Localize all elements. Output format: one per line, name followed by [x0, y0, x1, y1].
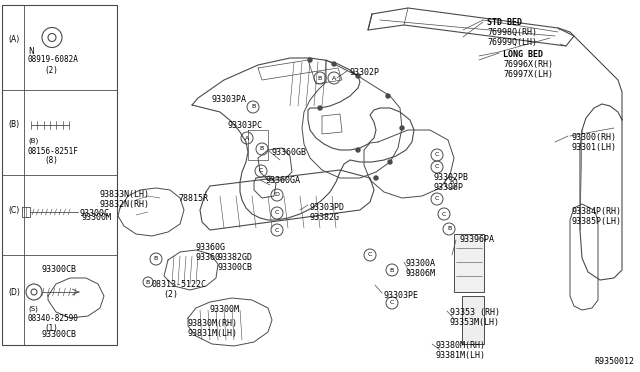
Text: 93360G: 93360G	[196, 243, 226, 252]
Text: 93300M: 93300M	[82, 213, 112, 222]
Circle shape	[318, 106, 322, 110]
Text: 93303PA: 93303PA	[211, 95, 246, 104]
Text: 93382G: 93382G	[310, 213, 340, 222]
Text: 93832N(RH): 93832N(RH)	[100, 200, 150, 209]
Text: (1): (1)	[44, 324, 58, 333]
Text: 93360GB: 93360GB	[272, 148, 307, 157]
Text: 08340-82590: 08340-82590	[28, 314, 79, 323]
Text: C: C	[390, 301, 394, 305]
Bar	[454, 234, 484, 292]
Text: B: B	[390, 267, 394, 273]
Text: 93382GD: 93382GD	[218, 253, 253, 262]
Text: B: B	[154, 257, 158, 262]
Text: D: D	[275, 192, 280, 198]
Text: 93300C: 93300C	[80, 209, 110, 218]
Text: (C): (C)	[8, 206, 19, 215]
Text: C: C	[435, 153, 439, 157]
Text: (D): (D)	[8, 288, 20, 296]
Circle shape	[356, 148, 360, 152]
Text: 08919-6082A: 08919-6082A	[28, 55, 79, 64]
Text: (8): (8)	[44, 157, 58, 166]
Text: 93303PE: 93303PE	[384, 291, 419, 300]
Text: C: C	[435, 196, 439, 202]
Text: 76996X(RH): 76996X(RH)	[503, 60, 553, 69]
Text: B: B	[251, 105, 255, 109]
Text: 93385P(LH): 93385P(LH)	[572, 217, 622, 226]
Text: 76999Q(LH): 76999Q(LH)	[487, 38, 537, 47]
Text: C: C	[442, 212, 446, 217]
Text: 93302P: 93302P	[349, 68, 379, 77]
Text: B: B	[260, 147, 264, 151]
Text: 93300(RH): 93300(RH)	[572, 133, 617, 142]
Text: N: N	[28, 46, 34, 55]
Text: 93396P: 93396P	[433, 183, 463, 192]
Circle shape	[386, 94, 390, 98]
Text: (B): (B)	[28, 138, 38, 144]
Text: 76998Q(RH): 76998Q(RH)	[487, 28, 537, 37]
Text: 93396PA: 93396PA	[460, 235, 495, 244]
Text: 93302PB: 93302PB	[433, 173, 468, 182]
Text: 93830M(RH): 93830M(RH)	[188, 319, 238, 328]
Text: 93353M(LH): 93353M(LH)	[450, 318, 500, 327]
Text: 93300M: 93300M	[210, 305, 240, 314]
Text: 93300CB: 93300CB	[42, 265, 77, 274]
Circle shape	[388, 160, 392, 164]
Text: 93360GA: 93360GA	[265, 176, 300, 185]
Text: B: B	[449, 180, 453, 186]
Text: 08313-5122C: 08313-5122C	[152, 280, 207, 289]
Text: A: A	[332, 76, 336, 80]
Text: B: B	[146, 279, 150, 285]
Text: C: C	[368, 253, 372, 257]
Text: 93301(LH): 93301(LH)	[572, 143, 617, 152]
Circle shape	[332, 62, 336, 66]
Text: 76997X(LH): 76997X(LH)	[503, 70, 553, 79]
Text: 93303PC: 93303PC	[228, 121, 263, 130]
Text: 93353 (RH): 93353 (RH)	[450, 308, 500, 317]
Circle shape	[400, 126, 404, 130]
Text: C: C	[275, 228, 279, 232]
Text: C: C	[435, 164, 439, 170]
Text: STD BED: STD BED	[487, 18, 522, 27]
Text: 93833N(LH): 93833N(LH)	[100, 190, 150, 199]
Text: (S): (S)	[28, 305, 38, 311]
Text: 93303PD: 93303PD	[310, 203, 345, 212]
Text: B: B	[447, 227, 451, 231]
Text: A: A	[245, 135, 249, 141]
Text: 78815R: 78815R	[178, 194, 208, 203]
Text: R9350012: R9350012	[594, 357, 634, 366]
Text: 08156-8251F: 08156-8251F	[28, 147, 79, 155]
Bar	[462, 296, 484, 344]
Text: C: C	[275, 211, 279, 215]
Text: 93831M(LH): 93831M(LH)	[188, 329, 238, 338]
Text: C: C	[259, 169, 263, 173]
Circle shape	[356, 74, 360, 78]
Circle shape	[374, 176, 378, 180]
Text: 93381M(LH): 93381M(LH)	[436, 351, 486, 360]
Text: 93300CB: 93300CB	[42, 330, 77, 339]
Circle shape	[308, 58, 312, 62]
Text: 93300CB: 93300CB	[218, 263, 253, 272]
Text: B: B	[318, 76, 322, 80]
Text: 93380M(RH): 93380M(RH)	[436, 341, 486, 350]
Text: 93360: 93360	[196, 253, 221, 262]
Text: (2): (2)	[163, 290, 178, 299]
Text: (2): (2)	[44, 65, 58, 74]
Text: 93300A: 93300A	[406, 259, 436, 268]
Text: 93806M: 93806M	[406, 269, 436, 278]
Text: 93384P(RH): 93384P(RH)	[572, 207, 622, 216]
Bar	[2, 5, 117, 345]
Text: (B): (B)	[8, 120, 19, 129]
Text: LONG BED: LONG BED	[503, 50, 543, 59]
Text: (A): (A)	[8, 35, 19, 44]
